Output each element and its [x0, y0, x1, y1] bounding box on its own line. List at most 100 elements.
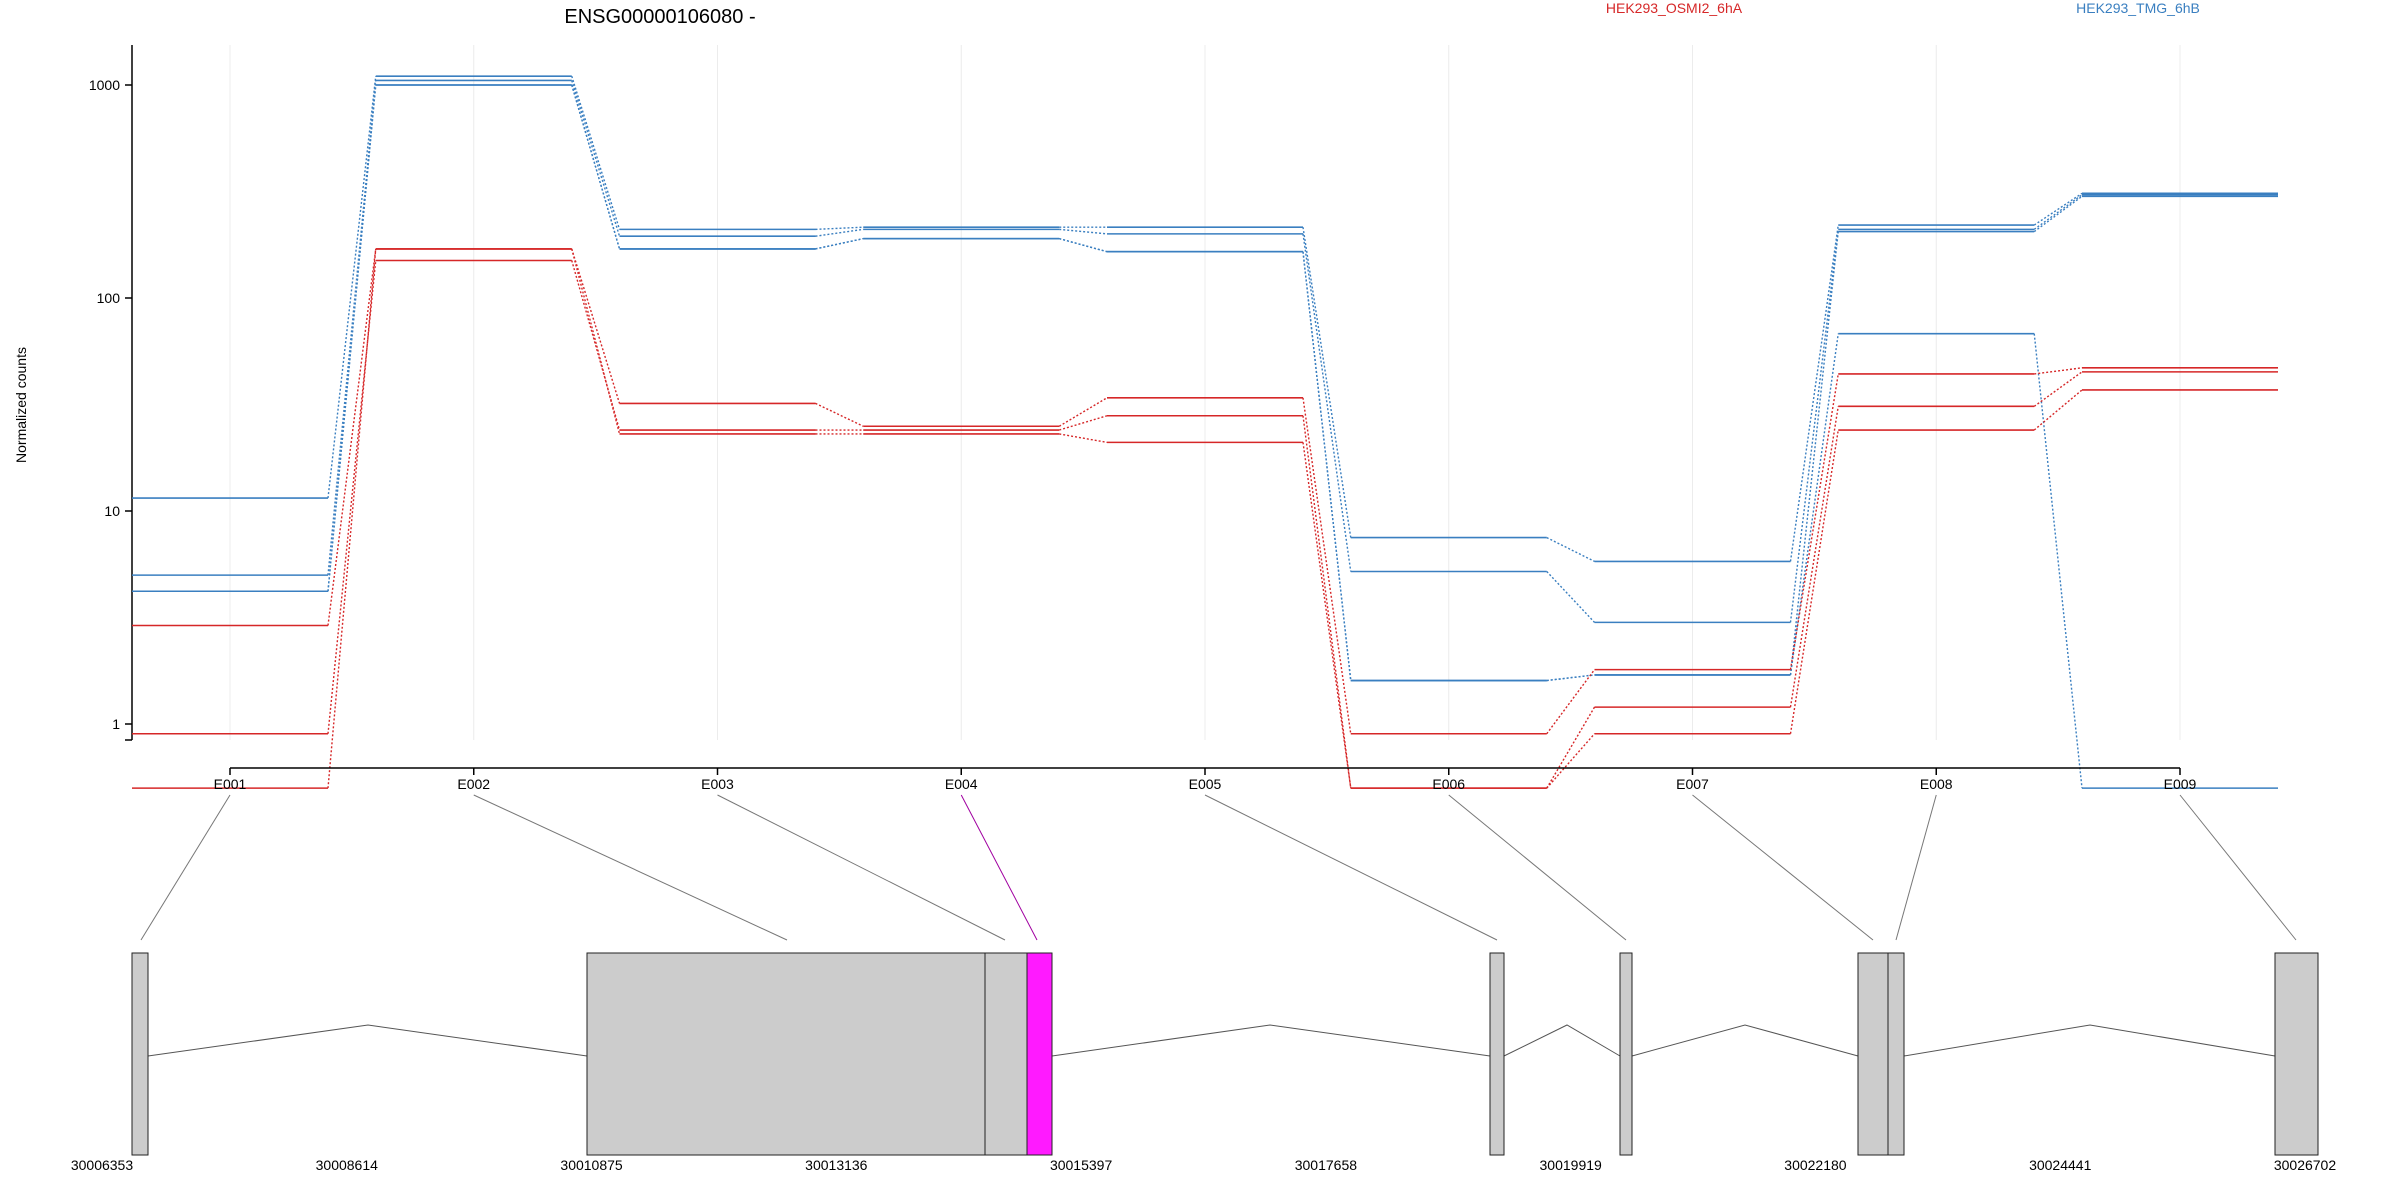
coordinate-label-8: 30022180 — [1784, 1157, 1847, 1173]
chart-title: ENSG00000106080 - — [564, 6, 755, 28]
intron-line-1 — [147, 1024, 588, 1057]
series-4-connector-2 — [571, 84, 621, 250]
exon-connector-e006 — [1448, 794, 1627, 941]
series-1-connector-8 — [2033, 192, 2083, 226]
exon-box-1 — [131, 952, 149, 1156]
y-tick-label-10: 10 — [104, 503, 120, 519]
exon-connector-e004 — [960, 794, 1038, 941]
series-3-connector-8 — [2033, 195, 2083, 233]
series-7-connector-6 — [1546, 733, 1596, 789]
exon-connector-e001 — [140, 794, 231, 941]
series-7-connector-2 — [571, 248, 621, 435]
exon-connector-e002 — [473, 794, 788, 941]
x-tick-label-e002: E002 — [457, 776, 490, 792]
grid-lines — [229, 45, 2181, 740]
exon-box-5 — [1489, 952, 1505, 1156]
legend-label-tmg: HEK293_TMG_6hB — [2076, 0, 2200, 16]
x-tick-label-e001: E001 — [214, 776, 247, 792]
series-1-connector-5 — [1302, 227, 1352, 538]
series-5-connector-3 — [815, 402, 864, 427]
coordinate-label-6: 30017658 — [1295, 1157, 1358, 1173]
exon-box-2 — [586, 952, 986, 1156]
series-7-connector-8 — [2033, 389, 2083, 431]
series-2-connector-4 — [1059, 228, 1108, 235]
series-4-connector-8 — [2033, 333, 2083, 789]
series-5-connector-1 — [327, 248, 377, 626]
series-4-connector-7 — [1789, 333, 1839, 676]
series-1-connector-3 — [815, 226, 864, 231]
exon-connector-e007 — [1692, 794, 1874, 941]
series-2-connector-6 — [1546, 571, 1596, 623]
exon-connector-e009 — [2179, 794, 2297, 941]
series-6-connector-4 — [1059, 415, 1108, 431]
series-5-connector-7 — [1789, 373, 1839, 670]
x-tick-label-e003: E003 — [701, 776, 734, 792]
coordinate-label-4: 30013136 — [805, 1157, 868, 1173]
gene-model: 30006353 30008614 30010875 30013136 30015397… — [71, 952, 2337, 1173]
series-1-connector-6 — [1546, 536, 1595, 563]
intron-line-3 — [1503, 1024, 1621, 1057]
series-5-connector-5 — [1302, 397, 1352, 734]
series-7-connector-4 — [1059, 433, 1108, 444]
y-tick-label-1000: 1000 — [89, 77, 120, 93]
x-tick-label-e006: E006 — [1432, 776, 1465, 792]
exon-box-7 — [1857, 952, 1889, 1156]
series-1-connector-7 — [1789, 224, 1839, 562]
coordinate-label-9: 30024441 — [2029, 1157, 2092, 1173]
coordinate-label-1: 30006353 — [71, 1157, 134, 1173]
series-7-connector-7 — [1789, 429, 1839, 734]
series-5-connector-8 — [2034, 367, 2083, 375]
series-6-connector-1 — [327, 260, 377, 734]
exon-connector-lines — [140, 794, 2297, 941]
intron-line-5 — [1903, 1024, 2276, 1057]
y-axis-label: Normalized counts — [13, 347, 29, 463]
series-2-connector-5 — [1302, 233, 1352, 572]
x-tick-label-e004: E004 — [945, 776, 978, 792]
series-6-connector-7 — [1789, 406, 1839, 708]
coordinate-label-3: 30010875 — [560, 1157, 623, 1173]
series-2-connector-7 — [1789, 229, 1839, 623]
exon-box-3 — [984, 952, 1028, 1156]
x-tick-label-e007: E007 — [1676, 776, 1709, 792]
legend-label-osmi2: HEK293_OSMI2_6hA — [1606, 0, 1743, 16]
exon-box-6 — [1619, 952, 1633, 1156]
y-tick-label-1: 1 — [112, 716, 120, 732]
series-2-connector-2 — [571, 80, 621, 237]
series-1-connector-2 — [571, 75, 621, 230]
series-4-connector-5 — [1302, 251, 1352, 681]
series-lines — [132, 75, 2278, 789]
series-4-connector-3 — [815, 237, 864, 250]
coordinate-label-2: 30008614 — [316, 1157, 379, 1173]
series-5-connector-6 — [1546, 669, 1596, 735]
y-tick-label-100: 100 — [97, 290, 121, 306]
series-6-connector-8 — [2033, 371, 2083, 407]
series-2-connector-1 — [327, 80, 377, 576]
series-4-connector-4 — [1059, 237, 1108, 253]
exon-box-4 — [1026, 952, 1053, 1156]
intron-line-2 — [1051, 1024, 1491, 1057]
series-6-connector-5 — [1302, 415, 1352, 789]
exon-connector-e003 — [717, 794, 1006, 941]
exon-box-9 — [2274, 952, 2319, 1156]
intron-line-4 — [1631, 1024, 1859, 1057]
x-tick-label-e009: E009 — [2164, 776, 2197, 792]
series-6-connector-2 — [571, 260, 621, 431]
series-4-connector-1 — [327, 84, 377, 592]
exon-connector-e005 — [1204, 794, 1498, 941]
series-5-connector-2 — [571, 248, 621, 404]
series-4-connector-6 — [1546, 674, 1595, 682]
exon-connector-e008 — [1895, 794, 1937, 941]
axes: 1 10 100 1000 — [89, 45, 133, 741]
x-tick-label-e005: E005 — [1189, 776, 1222, 792]
x-tick-label-e008: E008 — [1920, 776, 1953, 792]
series-2-connector-3 — [815, 228, 864, 237]
x-axis-ticks: E001 E002 E003 E004 E005 E006 E007 E008 E009 — [214, 767, 2197, 792]
series-5-connector-4 — [1058, 397, 1108, 427]
coordinate-label-7: 30019919 — [1540, 1157, 1603, 1173]
coordinate-label-10: 30026702 — [2274, 1157, 2337, 1173]
exon-box-8 — [1887, 952, 1905, 1156]
series-1-connector-1 — [327, 76, 377, 499]
series-6-connector-6 — [1546, 706, 1596, 789]
